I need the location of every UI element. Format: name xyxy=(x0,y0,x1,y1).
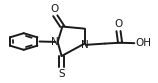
Text: S: S xyxy=(58,69,65,79)
Text: O: O xyxy=(50,4,59,14)
Text: N: N xyxy=(51,37,58,46)
Text: O: O xyxy=(114,19,123,29)
Text: N: N xyxy=(81,40,89,50)
Text: OH: OH xyxy=(135,38,151,48)
